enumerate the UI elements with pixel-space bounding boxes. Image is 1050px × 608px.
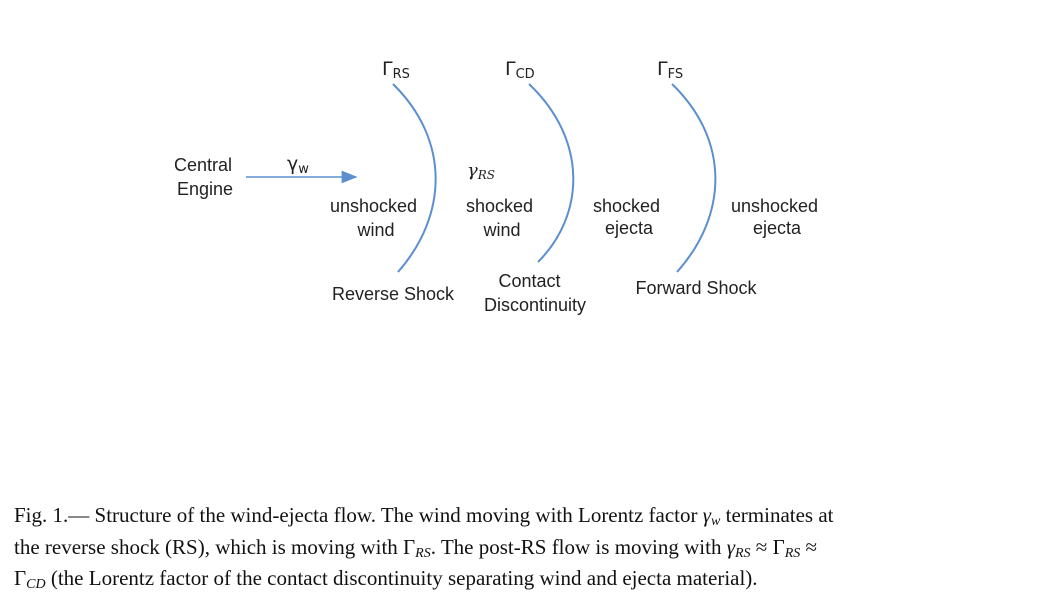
unshocked-wind-line-2: wind [356,220,394,240]
caption-line-1: Fig. 1.— Structure of the wind-ejecta fl… [14,500,1039,532]
caption-dash: — [68,503,90,527]
unshocked-wind-label: unshocked wind [330,196,422,240]
caption-fig-label: Fig. 1. [14,503,69,527]
caption-Gamma-rs-sub: RS [415,545,431,561]
caption-gamma-w: γw [702,503,721,529]
reverse-shock-curve [392,83,437,273]
gamma-cd-sub: CD [516,67,535,82]
caption-gamma-w-sub: w [711,514,721,529]
unshocked-ejecta-line-2: ejecta [753,218,802,238]
gamma-rs-base: Γ [382,58,393,80]
gamma-rs-label: ΓRS [382,58,410,82]
gamma-w-base: γ [287,153,298,175]
shocked-ejecta-label: shocked ejecta [593,196,665,238]
gamma-w-sub: w [298,162,309,177]
caption-gamma-symbol: γ [702,503,712,527]
caption-text-1: Structure of the wind-ejecta flow. The w… [89,503,703,527]
gamma-fs-base: Γ [657,58,668,80]
caption-gamma-rs-sub: RS [734,545,751,561]
gamma-rs-flow-base: γ [467,160,478,181]
contact-discontinuity-line-2: Discontinuity [484,295,586,315]
caption-text-4: . The post-RS flow is moving with [430,534,727,559]
caption-text-3: the reverse shock (RS), which is moving … [14,534,404,559]
central-engine-label: Central Engine [174,155,237,199]
forward-shock-label: Forward Shock [635,278,757,298]
gamma-fs-label: ΓFS [657,58,683,82]
caption-gamma-rs-symbol: γ [726,534,735,559]
caption-line-3: ΓCD (the Lorentz factor of the contact d… [14,563,1039,595]
unshocked-ejecta-line-1: unshocked [731,196,818,216]
reverse-shock-label: Reverse Shock [332,284,455,304]
gamma-rs-flow-label: γRS [467,160,495,182]
contact-discontinuity-curve [528,83,575,263]
caption-Gamma-symbol: Γ [403,534,416,559]
gamma-fs-sub: FS [668,67,684,82]
unshocked-wind-line-1: unshocked [330,196,417,216]
caption-Gamma-cd-sub: CD [26,577,46,592]
caption-Gamma-rs: ΓRS [403,534,431,561]
caption-line-2: the reverse shock (RS), which is moving … [14,532,1039,564]
shocked-wind-label: shocked wind [466,196,538,240]
caption-text-2: terminates at [720,503,834,527]
caption-Gamma-cd: ΓCD [14,566,46,592]
unshocked-ejecta-label: unshocked ejecta [731,196,823,238]
shocked-ejecta-line-2: ejecta [605,218,654,238]
contact-discontinuity-line-1: Contact [498,271,560,291]
forward-shock-curve [671,83,717,273]
shocked-wind-line-2: wind [482,220,520,240]
shocked-wind-line-1: shocked [466,196,533,216]
central-engine-line-2: Engine [177,179,233,199]
gamma-rs-flow-sub: RS [477,168,495,182]
caption-approx-1: ≈ [750,534,773,559]
caption-gamma-rs: γRS [726,534,751,561]
caption-Gamma-symbol-2: Γ [772,534,785,559]
wind-ejecta-diagram: Central Engine γw ΓRS ΓCD ΓFS γRS unshoc… [174,58,823,315]
gamma-rs-sub: RS [393,67,410,82]
gamma-cd-base: Γ [505,58,516,80]
gamma-w-label: γw [287,153,309,177]
shocked-ejecta-line-1: shocked [593,196,660,216]
contact-discontinuity-label: Contact Discontinuity [484,271,586,315]
figure-caption: Fig. 1.— Structure of the wind-ejecta fl… [14,500,1039,595]
central-engine-line-1: Central [174,155,232,175]
caption-approx-2: ≈ [800,534,818,559]
caption-Gamma-cd-symbol: Γ [14,566,27,590]
gamma-cd-label: ΓCD [505,58,535,82]
caption-text-5: (the Lorentz factor of the contact disco… [45,566,758,590]
caption-Gamma-rs-2: ΓRS [772,534,801,561]
caption-Gamma-rs-sub-2: RS [784,545,801,561]
